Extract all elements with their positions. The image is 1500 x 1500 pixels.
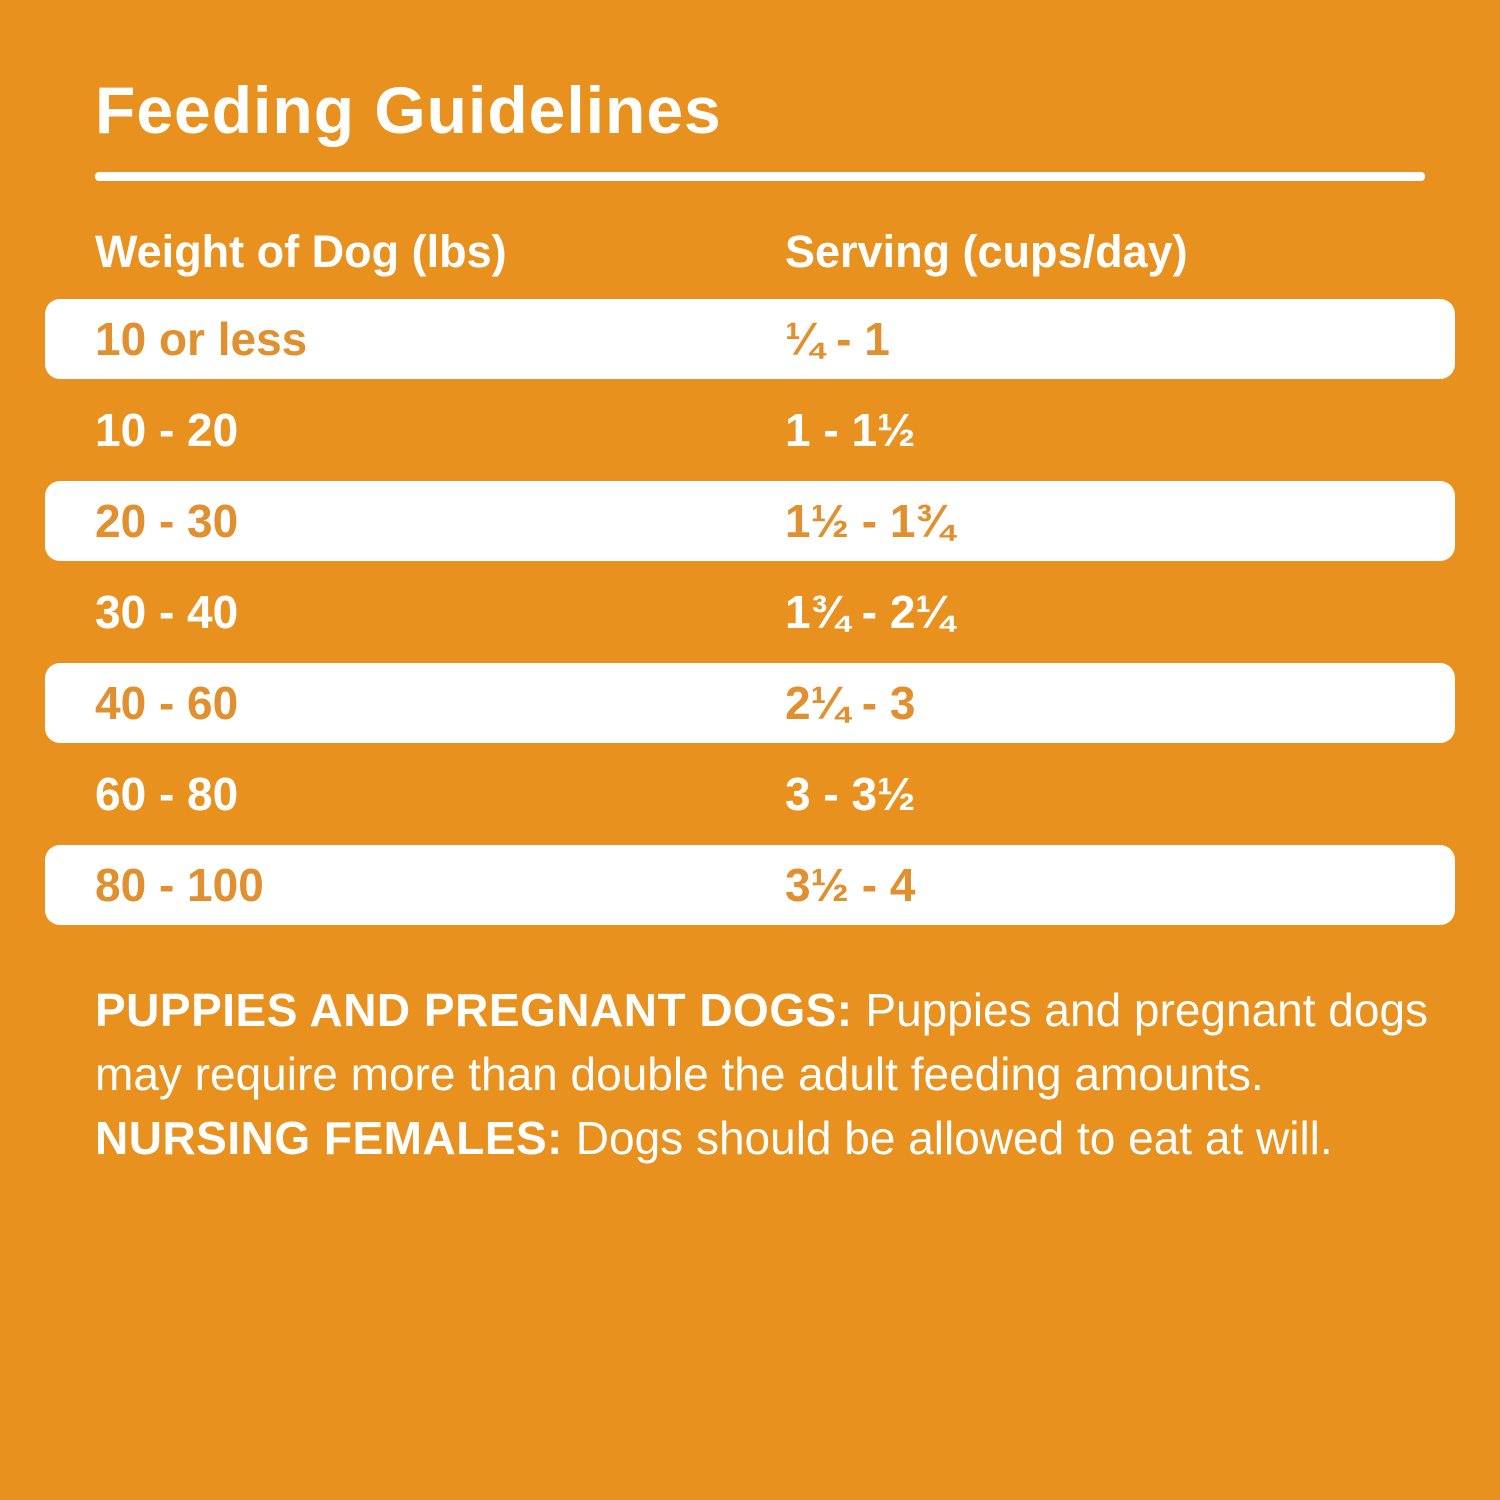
footnote: PUPPIES AND PREGNANT DOGS: Puppies and p… — [95, 978, 1445, 1170]
table-row: 10 or less ¼ - 1 — [45, 299, 1455, 379]
table-row: 60 - 80 3 - 3½ — [45, 754, 1455, 834]
table-row: 80 - 100 3½ - 4 — [45, 845, 1455, 925]
weight-cell: 10 - 20 — [95, 404, 239, 456]
table-row: 40 - 60 2¼ - 3 — [45, 663, 1455, 743]
weight-cell: 40 - 60 — [95, 677, 239, 729]
serving-cell: 1 - 1½ — [785, 404, 916, 456]
weight-cell: 30 - 40 — [95, 586, 239, 638]
serving-cell: 1¾ - 2¼ — [785, 586, 954, 638]
footnote-text-puppies: Puppies and pregnant dogs may require mo… — [95, 984, 1429, 1100]
table-row: 20 - 30 1½ - 1¾ — [45, 481, 1455, 561]
footnote-heading-nursing: NURSING FEMALES: — [95, 1112, 563, 1164]
footnote-text-nursing: Dogs should be allowed to eat at will. — [563, 1112, 1333, 1164]
serving-cell: ¼ - 1 — [785, 313, 890, 365]
feeding-table: 10 or less ¼ - 1 10 - 20 1 - 1½ 20 - 30 … — [45, 299, 1455, 936]
column-header-weight: Weight of Dog (lbs) — [95, 226, 507, 277]
page-title: Feeding Guidelines — [95, 73, 722, 147]
weight-cell: 60 - 80 — [95, 768, 239, 820]
footnote-heading-puppies: PUPPIES AND PREGNANT DOGS: — [95, 984, 853, 1036]
serving-cell: 1½ - 1¾ — [785, 495, 954, 547]
weight-cell: 20 - 30 — [95, 495, 239, 547]
serving-cell: 3 - 3½ — [785, 768, 916, 820]
serving-cell: 2¼ - 3 — [785, 677, 916, 729]
table-header-row: Weight of Dog (lbs) Serving (cups/day) — [95, 226, 1435, 278]
serving-cell: 3½ - 4 — [785, 859, 916, 911]
weight-cell: 10 or less — [95, 313, 308, 365]
table-row: 30 - 40 1¾ - 2¼ — [45, 572, 1455, 652]
column-header-serving: Serving (cups/day) — [785, 226, 1188, 277]
title-underline — [95, 172, 1425, 181]
table-row: 10 - 20 1 - 1½ — [45, 390, 1455, 470]
weight-cell: 80 - 100 — [95, 859, 264, 911]
